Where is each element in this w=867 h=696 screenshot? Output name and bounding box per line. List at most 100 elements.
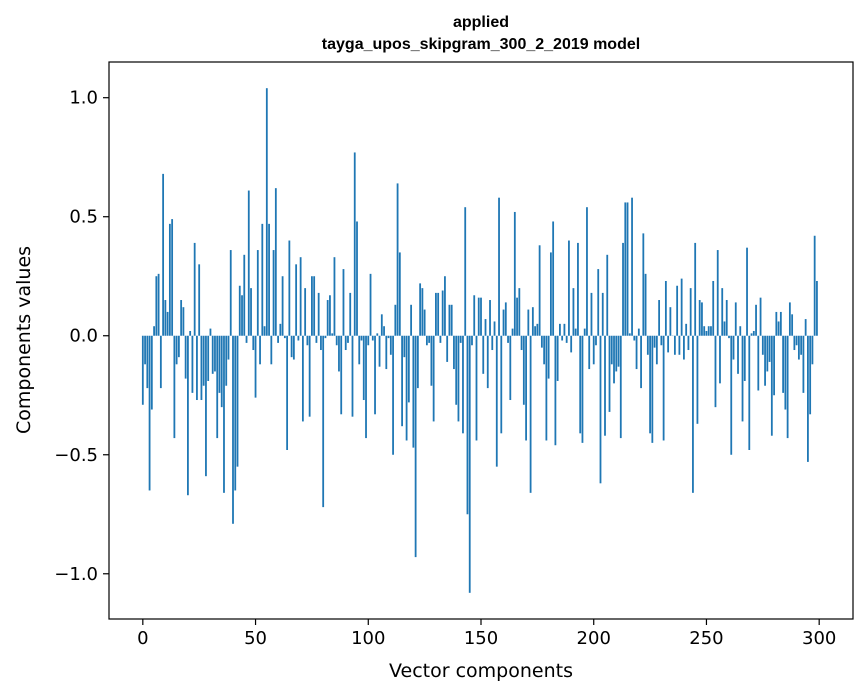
bar-31 [211, 335, 214, 374]
bar-186 [561, 335, 564, 341]
bar-59 [274, 188, 277, 336]
bar-224 [646, 335, 649, 355]
bar-173 [531, 307, 534, 336]
bar-122 [416, 335, 419, 389]
bar-271 [752, 330, 755, 336]
bar-208 [610, 335, 613, 365]
bar-4 [150, 335, 153, 410]
bar-14 [173, 335, 176, 439]
bar-184 [556, 335, 559, 381]
bar-197 [586, 207, 588, 336]
bar-223 [644, 273, 647, 336]
bar-200 [592, 335, 595, 365]
bar-82 [326, 300, 329, 336]
bar-149 [477, 297, 480, 336]
bar-250 [705, 330, 708, 336]
bar-28 [205, 335, 207, 477]
bar-130 [435, 292, 437, 336]
bar-46 [245, 335, 248, 343]
bar-157 [495, 335, 498, 467]
bar-11 [166, 311, 169, 336]
bar-36 [223, 335, 225, 493]
bar-299 [816, 280, 818, 336]
bar-289 [793, 335, 796, 351]
bar-37 [225, 335, 228, 386]
bar-69 [297, 335, 300, 341]
bar-252 [710, 326, 712, 336]
bar-10 [164, 300, 167, 336]
bar-40 [232, 335, 234, 524]
bar-282 [777, 321, 780, 336]
bar-296 [809, 335, 812, 415]
bar-50 [254, 335, 257, 398]
bar-269 [748, 335, 751, 450]
bar-139 [455, 335, 458, 405]
bar-34 [218, 335, 221, 393]
bar-12 [168, 223, 171, 336]
bar-0 [141, 335, 144, 405]
bar-295 [807, 335, 809, 462]
bar-153 [486, 335, 489, 389]
bar-249 [703, 326, 706, 336]
bar-293 [802, 335, 805, 393]
bar-276 [764, 335, 766, 386]
bar-143 [464, 207, 467, 336]
bar-52 [259, 335, 261, 365]
bar-76 [313, 276, 316, 336]
bar-125 [423, 309, 426, 336]
bar-155 [491, 335, 494, 351]
bar-107 [383, 326, 385, 336]
bar-190 [570, 335, 573, 353]
chart-title-line-1: applied [452, 14, 509, 31]
bar-284 [782, 335, 785, 393]
bar-16 [177, 335, 180, 358]
bar-88 [340, 335, 343, 415]
bar-97 [360, 335, 363, 341]
bar-7 [157, 273, 160, 336]
bar-123 [419, 283, 422, 336]
y-tick-label: 1.0 [69, 88, 98, 109]
bar-272 [755, 304, 757, 336]
bar-179 [545, 335, 548, 441]
bar-62 [281, 276, 284, 336]
bar-1 [144, 335, 146, 365]
bar-177 [540, 335, 543, 348]
bar-5 [153, 326, 155, 336]
bar-292 [800, 335, 803, 355]
bar-158 [498, 197, 500, 336]
bar-244 [692, 335, 694, 493]
bar-247 [698, 300, 701, 336]
bar-240 [683, 335, 685, 360]
bar-58 [272, 250, 275, 336]
bar-114 [398, 252, 401, 336]
bar-83 [329, 295, 331, 336]
bar-219 [635, 335, 638, 370]
y-tick-label: 0.0 [69, 326, 98, 347]
bar-105 [378, 335, 381, 367]
bar-171 [527, 309, 530, 336]
bar-170 [525, 335, 527, 441]
bar-237 [676, 285, 679, 336]
bar-84 [331, 333, 334, 336]
bar-54 [263, 326, 266, 336]
bar-91 [347, 335, 349, 343]
bar-239 [680, 278, 683, 336]
bar-74 [308, 335, 311, 417]
y-axis-ticks: −1.0 −0.5 0.0 0.5 1.0 [54, 88, 109, 585]
bar-89 [342, 269, 345, 336]
bar-267 [743, 335, 746, 381]
bar-178 [543, 335, 546, 365]
bar-163 [509, 335, 512, 401]
bar-264 [737, 335, 739, 374]
bar-248 [701, 302, 703, 336]
bar-215 [626, 202, 629, 336]
bar-202 [597, 269, 600, 336]
bar-225 [649, 335, 651, 434]
bar-65 [288, 240, 291, 336]
bar-133 [441, 290, 444, 336]
bar-120 [412, 335, 415, 448]
bar-259 [725, 300, 728, 336]
bar-66 [290, 335, 293, 358]
bar-115 [401, 335, 403, 427]
